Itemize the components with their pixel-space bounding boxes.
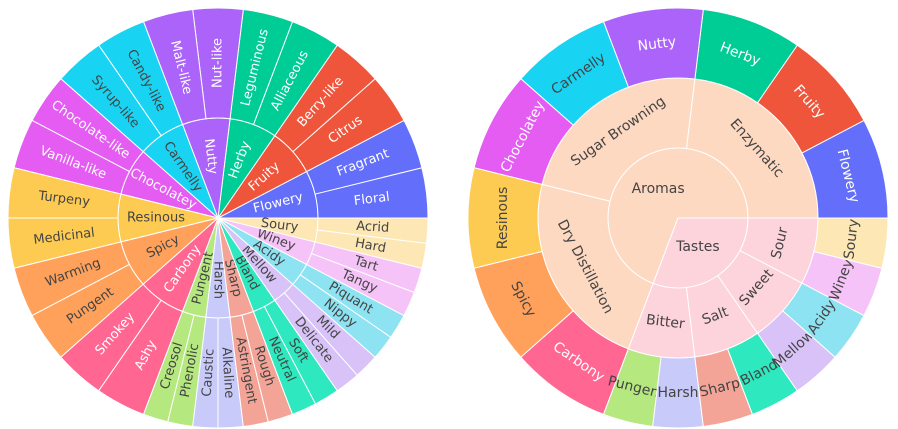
sector-label: Sour xyxy=(768,225,791,260)
sector-label: Hard xyxy=(354,236,387,256)
sector-label: Tart xyxy=(351,253,380,275)
sector-label: Resinous xyxy=(127,211,185,226)
sector-label: Harsh xyxy=(211,261,226,299)
sector-label: Medicinal xyxy=(33,226,96,248)
sector-label: Caustic xyxy=(200,348,218,397)
sector-label: Floral xyxy=(353,190,391,209)
sector-label: Turpeny xyxy=(37,189,91,210)
sector-label: Nutty xyxy=(201,138,220,176)
sector-label: Soury xyxy=(260,216,299,235)
sector-label: Aromas xyxy=(632,181,685,197)
sector-label: Resinous xyxy=(495,187,511,250)
sector-label: Tastes xyxy=(675,239,720,255)
sector-label: Acrid xyxy=(356,219,390,236)
sector-label: Harsh xyxy=(657,385,698,401)
sector-label: Nutty xyxy=(637,34,677,55)
sunburst: Flowery FloralFragrantFruityCitrusBerry-l… xyxy=(7,7,429,429)
sector-label: Alkaline xyxy=(218,347,236,399)
sector-label: Bitter xyxy=(645,312,686,333)
sunburst-leaf xyxy=(316,217,429,244)
sector-label: Nut-like xyxy=(211,38,226,88)
sector-label: Soury xyxy=(841,218,862,260)
sunburst-leaf xyxy=(813,217,889,269)
